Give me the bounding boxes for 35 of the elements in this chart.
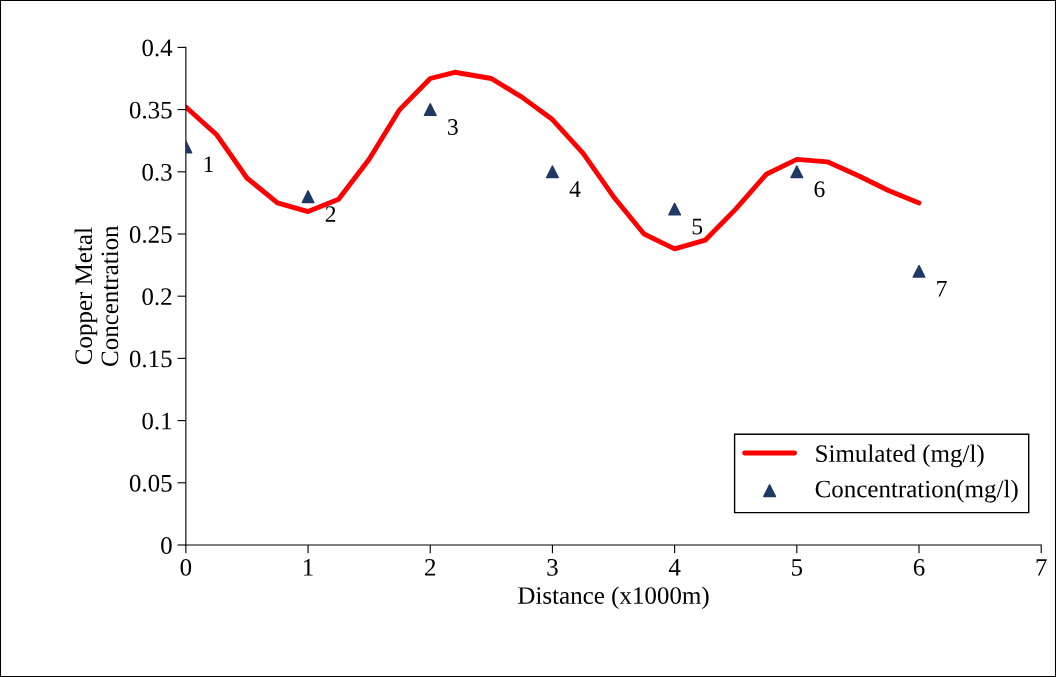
y-tick-label: 0.2 [142, 288, 172, 306]
x-tick-label: 1 [304, 559, 313, 576]
point [668, 202, 682, 216]
annotation: 7 [937, 280, 947, 297]
x-tick-label: 4 [668, 559, 681, 576]
annotation: 1 [204, 156, 213, 173]
x-tick-label: 3 [547, 558, 558, 576]
annotation: 6 [814, 181, 825, 198]
y-tick-label: 0.25 [129, 226, 172, 244]
line-series [185, 69, 922, 252]
x-tick-label: 5 [792, 559, 803, 576]
y-tick-label: 0.1 [142, 412, 172, 430]
y-tick-label: 0 [161, 537, 172, 554]
point [301, 190, 315, 204]
annotation: 3 [448, 119, 458, 135]
y-tick-label: 0.35 [129, 101, 172, 119]
x-tick-label: 6 [913, 558, 925, 576]
annotation: 2 [325, 206, 336, 222]
legend-label: Concentration(mg/l) [815, 479, 1018, 503]
x-axis-title: Distance (x1000m) [518, 586, 709, 610]
x-tick-label: 0 [180, 558, 192, 576]
point [790, 165, 804, 179]
annotation: 4 [569, 181, 581, 197]
annotation: 5 [692, 218, 703, 235]
x-tick-label: 7 [1036, 559, 1047, 576]
legend-label: Simulated (mg/l) [816, 444, 984, 468]
point [423, 103, 437, 117]
y-tick-label: 0.05 [129, 474, 172, 492]
y-tick-label: 0.3 [142, 163, 172, 181]
y-tick-label: 0.4 [142, 39, 173, 57]
x-tick-label: 2 [425, 558, 436, 576]
point [912, 264, 926, 278]
y-axis-title: Copper Metal Concentration [74, 225, 119, 366]
y-tick-label: 0.15 [129, 350, 172, 368]
point [545, 165, 559, 179]
